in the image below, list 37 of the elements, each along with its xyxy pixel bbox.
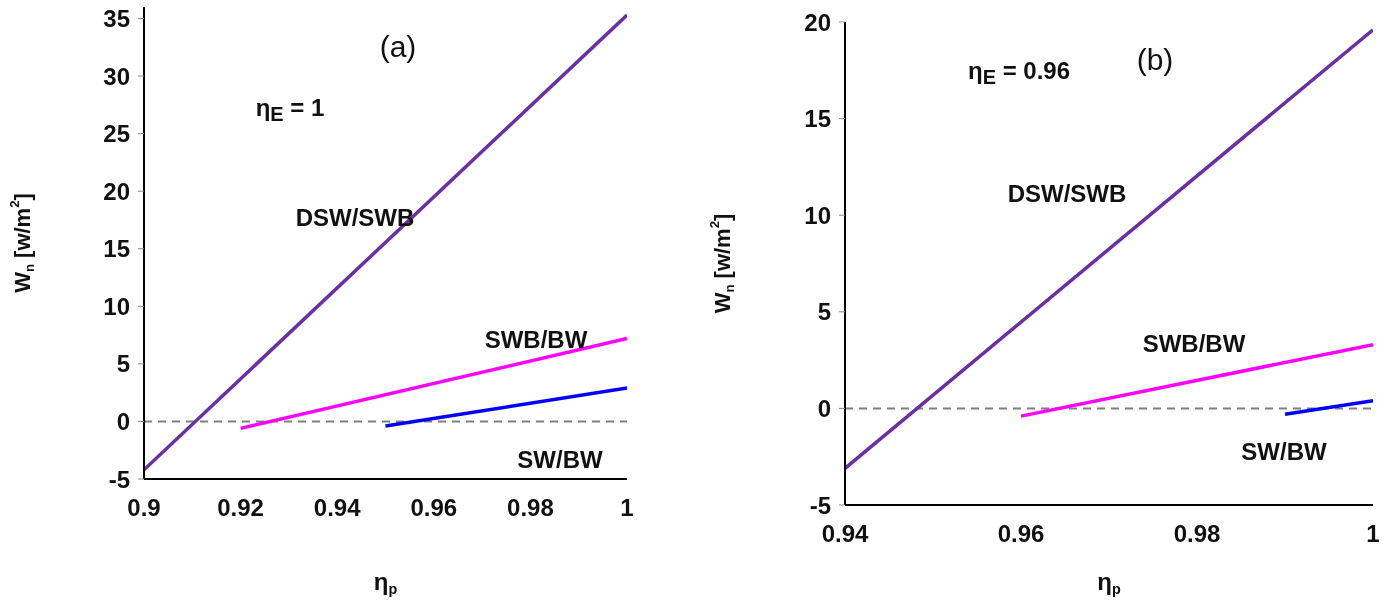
x-tick-label: 1	[1366, 520, 1380, 548]
y-tick-label: 15	[103, 235, 130, 263]
text: (a)	[379, 30, 417, 63]
series-label: SWB/BW	[1142, 330, 1246, 357]
x-tick-label: 0.94	[313, 494, 362, 522]
y-tick-label: 35	[103, 5, 130, 33]
series-label: SW/BW	[517, 446, 603, 473]
x-axis-title: η$_{p}$	[373, 567, 398, 597]
x-tick-label: 1	[620, 494, 634, 522]
y-tick-label: -5	[809, 491, 831, 519]
y-tick-label: 25	[103, 120, 130, 148]
y-tick-label: 5	[817, 298, 831, 326]
text: (b)	[1136, 43, 1174, 76]
series-label: SWB/BW	[484, 326, 588, 353]
y-tick-label: -5	[108, 465, 130, 493]
x-tick-label: 0.96	[997, 520, 1045, 548]
x-tick-label: 0.92	[217, 494, 264, 522]
series-label: SW/BW	[1241, 438, 1327, 465]
y-tick-label: 0	[116, 407, 130, 435]
x-tick-label: 0.98	[507, 494, 554, 522]
annotation: η$_{E}$ = 1	[255, 93, 325, 126]
series-label: DSW/SWB	[295, 204, 415, 231]
x-tick-label: 0.9	[127, 494, 161, 522]
annotation: η$_{E}$ = 0.96	[967, 56, 1071, 89]
series-label: DSW/SWB	[1007, 180, 1127, 207]
x-axis-title: η$_{p}$	[1097, 567, 1121, 597]
y-tick-label: 15	[804, 105, 831, 133]
x-tick-label: 0.96	[410, 494, 458, 522]
y-tick-label: 20	[103, 177, 130, 205]
y-tick-label: 10	[804, 201, 831, 229]
y-tick-label: 10	[103, 292, 130, 320]
y-tick-label: 30	[103, 62, 130, 90]
x-tick-label: 0.98	[1173, 520, 1221, 548]
y-tick-label: 20	[804, 8, 831, 36]
y-tick-label: 0	[817, 394, 831, 422]
y-tick-label: 5	[116, 350, 130, 378]
x-tick-label: 0.94	[821, 520, 869, 548]
